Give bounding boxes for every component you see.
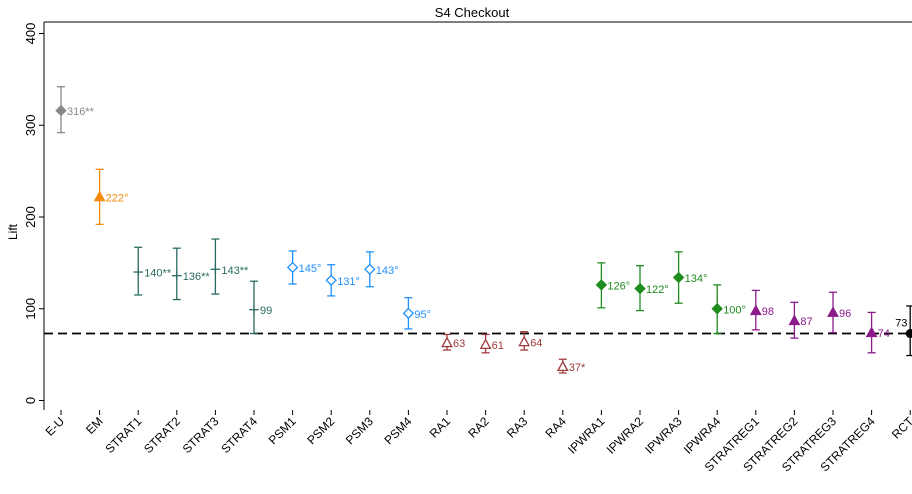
point-group: 126° [595,262,630,309]
data-point [172,270,182,281]
data-label: 134° [685,273,708,285]
x-tick-label: EM [83,414,106,437]
data-label: 145° [299,263,322,275]
x-tick-label: E-U [43,414,68,439]
point-group: 74 [865,311,890,354]
point-group: 61 [479,333,504,354]
data-point [711,303,723,315]
data-label: 126° [607,280,630,292]
x-tick-label: RA2 [465,414,492,441]
point-group: 136** [172,247,211,301]
data-point [55,104,67,117]
x-tick-label: IPWRA3 [642,414,685,457]
data-label: 140** [144,268,172,280]
y-tick-label: 400 [23,23,38,45]
point-group: 99 [249,280,272,335]
point-group: 95° [402,297,431,330]
data-point [93,190,106,202]
data-point [556,360,569,372]
data-label: 96 [839,308,851,320]
data-label: 98 [762,306,774,318]
chart-title: S4 Checkout [435,5,510,20]
point-group: 140** [133,246,172,296]
data-point [441,336,453,348]
point-group: 222° [93,168,129,225]
data-label: 316** [67,106,95,118]
point-group: 316** [55,86,95,134]
point-group: 143° [364,251,399,288]
point-group: 96 [827,291,851,334]
data-point [402,307,415,320]
point-group: 143** [210,238,249,295]
x-tick-label: RA3 [504,414,531,441]
point-group: 134° [672,251,708,304]
x-tick-label: PSM4 [382,414,415,447]
x-tick-label: PSM1 [266,414,299,447]
y-axis: 0 100 200 300 400 [23,23,44,404]
data-point [634,282,646,295]
data-label: 131° [337,276,360,288]
data-label: 73 [895,318,907,330]
data-point [286,261,299,274]
point-group: 100° [711,284,746,335]
point-group: 131° [325,264,360,297]
x-tick-label: STRAT1 [103,414,145,456]
point-group: 73 [895,305,912,357]
x-tick-label: IPWRA1 [565,414,608,457]
data-label: 61 [492,340,504,352]
data-point [210,264,221,275]
data-label: 74 [878,328,890,340]
data-point [479,338,492,350]
x-tick-label: PSM2 [304,414,337,447]
x-tick-label: RCT [889,414,912,442]
data-label: 37* [569,362,586,374]
data-point [518,335,531,347]
x-tick-label: RA1 [427,414,454,441]
data-point [788,314,801,326]
chart-marks: 316** 222° 140** 136** 143** 99 145° 131° 143° 95… [55,86,912,374]
data-point [905,329,912,339]
data-label: 64 [530,337,542,349]
data-point [672,271,685,284]
point-group: 87 [788,301,813,339]
point-group: 145° [286,250,322,285]
data-point [364,263,376,276]
x-tick-label: STRAT4 [218,414,260,456]
data-label: 100° [723,304,746,316]
data-label: 143** [221,265,249,277]
x-tick-label: RA4 [543,414,570,441]
data-label: 136** [183,271,211,283]
data-point [325,274,337,287]
y-tick-label: 200 [23,206,38,228]
y-tick-label: 300 [23,114,38,136]
data-label: 222° [106,192,129,204]
data-point [827,306,839,317]
y-tick-label: 0 [23,397,38,404]
data-point [133,267,143,277]
data-point [249,304,259,315]
data-label: 122° [646,284,669,296]
x-tick-label: PSM3 [343,414,376,447]
point-group: 98 [749,289,774,331]
data-label: 95° [414,309,431,321]
data-point [865,326,878,338]
data-label: 87 [800,316,812,328]
data-label: 63 [453,338,465,350]
point-group: 122° [634,264,669,312]
point-group: 64 [518,331,542,351]
y-tick-label: 100 [23,298,38,320]
x-tick-label: STRAT2 [141,414,183,456]
data-label: 143° [376,265,399,277]
data-point [595,279,608,291]
x-tick-label: STRAT3 [180,414,222,456]
data-label: 99 [260,305,272,317]
point-group: 63 [441,333,465,351]
y-axis-label: Lift [6,223,20,240]
x-tick-label: IPWRA2 [604,414,647,457]
point-group: 37* [556,358,586,374]
data-point [749,304,762,316]
